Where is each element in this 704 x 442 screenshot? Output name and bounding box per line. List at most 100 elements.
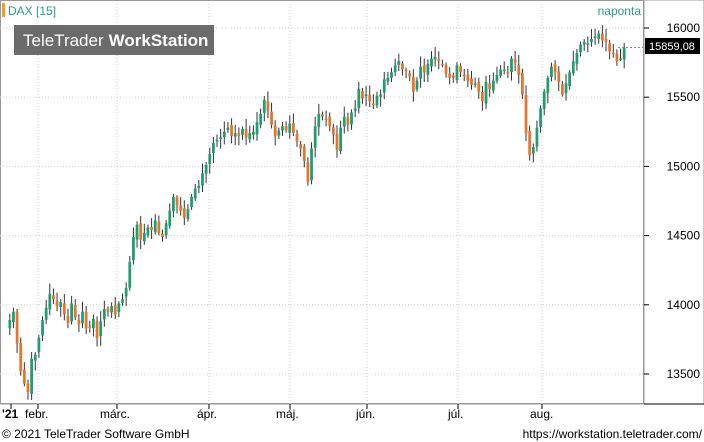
- candle-body: [513, 58, 517, 63]
- candle-body: [113, 305, 117, 315]
- candle-body: [222, 131, 226, 138]
- candle-body: [19, 343, 23, 372]
- candle-body: [451, 75, 455, 78]
- candle-body: [110, 306, 113, 313]
- candle-body: [499, 69, 502, 76]
- candle-body: [164, 223, 168, 236]
- candle-body: [277, 130, 281, 136]
- candle-body: [561, 84, 564, 95]
- grid: [0, 4, 644, 404]
- x-axis-ticks: '21 febr. márc. ápr. máj. jún. júl. aug.: [2, 404, 553, 421]
- candle-body: [99, 321, 103, 337]
- candle-body: [281, 126, 284, 131]
- candle-body: [197, 185, 201, 188]
- candle-body: [233, 133, 237, 137]
- candle-body: [397, 61, 401, 65]
- copyright-text: © 2021 TeleTrader Software GmbH: [2, 427, 190, 441]
- period-label: naponta: [598, 4, 642, 18]
- candle-body: [506, 72, 510, 74]
- candle-body: [342, 116, 346, 127]
- candle-body: [495, 75, 499, 81]
- candle-body: [600, 33, 604, 41]
- candle-body: [92, 318, 95, 329]
- candle-body: [48, 293, 52, 310]
- candle-body: [401, 63, 404, 70]
- candle-body: [66, 315, 70, 323]
- source-url[interactable]: https://workstation.teletrader.com/: [523, 427, 703, 441]
- candle-body: [539, 108, 542, 127]
- candle-body: [553, 64, 557, 73]
- candle-body: [317, 113, 321, 127]
- candle-body: [422, 65, 426, 73]
- candle-body: [273, 125, 277, 136]
- candle-body: [248, 133, 252, 140]
- candle-body: [597, 33, 601, 39]
- candle-body: [84, 312, 88, 329]
- last-price-badge: [645, 38, 700, 54]
- candle-body: [357, 88, 361, 109]
- candle-body: [590, 39, 593, 43]
- candle-body: [437, 59, 441, 62]
- candle-body: [531, 147, 535, 154]
- candle-body: [379, 94, 382, 97]
- candle-body: [22, 369, 26, 384]
- candle-body: [62, 303, 66, 315]
- candle-body: [262, 99, 266, 113]
- candle-body: [324, 118, 328, 121]
- candle-body: [346, 117, 350, 125]
- x-tick-label: aug.: [530, 407, 553, 421]
- y-tick-label: 13500: [667, 367, 701, 381]
- candle-body: [611, 52, 615, 55]
- candle-body: [579, 44, 582, 53]
- candle-body: [212, 142, 215, 153]
- candle-body: [350, 112, 353, 125]
- candle-body: [568, 72, 572, 87]
- candle-body: [477, 81, 481, 92]
- candle-body: [252, 131, 255, 135]
- candle-body: [95, 320, 99, 339]
- candle-body: [448, 73, 452, 78]
- candle-body: [571, 61, 575, 74]
- candle-body: [230, 125, 233, 136]
- candle-body: [193, 188, 197, 199]
- candle-body: [313, 126, 317, 148]
- y-tick-label: 14500: [667, 229, 701, 243]
- candle-body: [157, 221, 161, 233]
- candle-body: [259, 113, 263, 125]
- candle-body: [302, 146, 306, 161]
- watermark-text: TeleTrader WorkStation: [23, 31, 208, 50]
- candle-body: [73, 304, 77, 318]
- candle-body: [484, 81, 488, 104]
- x-tick-label: jún.: [355, 407, 375, 421]
- candle-body: [390, 72, 393, 78]
- candle-body: [215, 140, 219, 142]
- y-axis-ticks: 13500 14000 14500 15000 15500 16000: [644, 21, 700, 381]
- candle-body: [52, 295, 55, 300]
- y-tick-label: 15000: [667, 159, 701, 173]
- candle-body: [441, 63, 444, 66]
- candle-body: [172, 196, 175, 212]
- candle-body: [557, 71, 561, 82]
- symbol-accent-bar: [2, 3, 5, 17]
- candle-body: [132, 236, 135, 261]
- x-tick-label: márc.: [100, 407, 130, 421]
- candle-body: [502, 69, 506, 72]
- candle-body: [146, 227, 150, 236]
- candle-body: [335, 133, 339, 150]
- candle-body: [517, 64, 521, 76]
- y-tick-label: 16000: [667, 21, 701, 35]
- candle-body: [291, 123, 295, 134]
- candle-body: [153, 220, 157, 233]
- candle-body: [481, 92, 484, 102]
- candle-body: [608, 43, 612, 52]
- candle-body: [404, 69, 408, 72]
- candle-body: [168, 210, 172, 226]
- candle-body: [117, 303, 121, 312]
- candle-body: [310, 148, 313, 181]
- candle-body: [255, 122, 259, 135]
- candle-body: [142, 232, 146, 242]
- candle-body: [382, 79, 386, 93]
- candle-body: [546, 77, 550, 94]
- candle-body: [368, 94, 372, 102]
- candle-body: [41, 320, 44, 336]
